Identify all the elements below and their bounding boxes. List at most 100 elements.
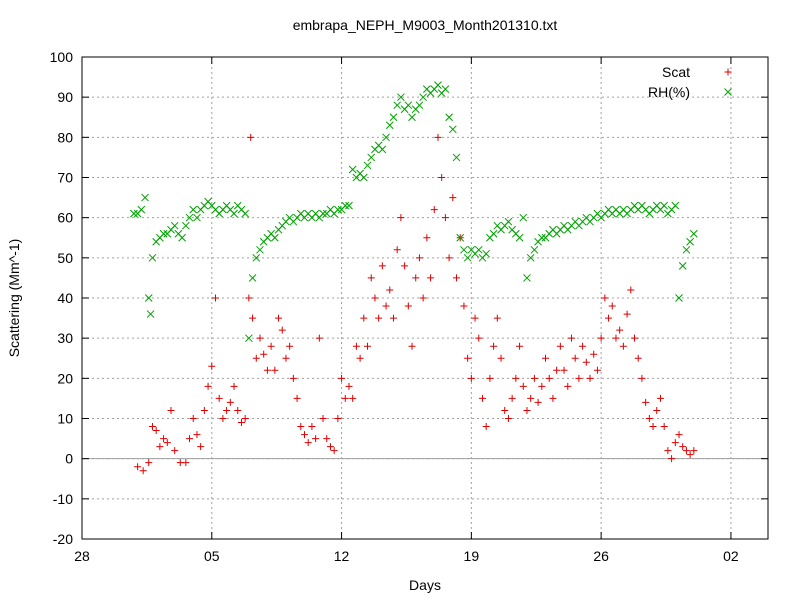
- scat-point: [419, 294, 427, 302]
- chart-title: embrapa_NEPH_M9003_Month201310.txt: [293, 17, 558, 33]
- scat-point: [252, 354, 260, 362]
- rh-point: [682, 245, 691, 254]
- rh-point: [241, 209, 250, 218]
- data-series: [130, 81, 698, 475]
- scat-point: [586, 374, 594, 382]
- scat-point: [315, 334, 323, 342]
- rh-point: [348, 165, 357, 174]
- y-tick-label: 50: [57, 250, 73, 266]
- scat-point: [208, 362, 216, 370]
- scat-point: [408, 342, 416, 350]
- scat-point: [438, 174, 446, 181]
- scat-point: [649, 423, 657, 431]
- scat-point: [223, 406, 231, 414]
- scat-point: [215, 394, 223, 402]
- series-scat: [134, 133, 698, 475]
- scat-point: [186, 435, 194, 443]
- scat-point: [690, 447, 698, 455]
- scat-point: [160, 435, 168, 443]
- rh-point: [678, 262, 687, 270]
- legend: Scat RH(%): [648, 64, 732, 100]
- scat-point: [378, 262, 386, 270]
- scat-point: [542, 354, 550, 362]
- scat-point: [575, 374, 583, 382]
- scat-point: [538, 382, 546, 390]
- rh-point: [419, 93, 427, 102]
- scat-point: [671, 439, 679, 447]
- rh-point: [526, 253, 535, 262]
- scat-point: [326, 443, 334, 451]
- scat-point: [490, 342, 498, 350]
- rh-point: [367, 153, 376, 162]
- scat-point: [367, 274, 375, 282]
- scat-point: [297, 423, 305, 431]
- scat-point: [219, 415, 227, 422]
- scat-point: [415, 254, 423, 262]
- scat-point: [163, 439, 171, 447]
- scat-point: [312, 435, 320, 443]
- scat-point: [545, 374, 553, 382]
- scat-point: [582, 358, 590, 366]
- scat-point: [204, 382, 212, 390]
- scat-point: [638, 374, 646, 382]
- scat-point: [282, 354, 290, 362]
- scat-point: [493, 314, 501, 322]
- scat-point: [668, 455, 676, 463]
- scat-point: [434, 133, 442, 141]
- scat-point: [675, 431, 683, 439]
- scat-point: [597, 334, 605, 342]
- scat-point: [360, 314, 368, 322]
- rh-point: [382, 133, 390, 142]
- rh-point: [144, 294, 153, 302]
- scat-point: [579, 342, 587, 350]
- scat-point: [634, 354, 642, 362]
- rh-point: [137, 205, 146, 214]
- scat-point: [247, 133, 255, 141]
- x-tick-label: 19: [464, 548, 480, 564]
- scat-point: [556, 342, 564, 350]
- scat-point: [616, 326, 624, 334]
- scat-point: [389, 314, 397, 322]
- scat-point: [319, 415, 327, 422]
- scat-point: [549, 394, 557, 402]
- grid: [82, 57, 768, 539]
- rh-point: [256, 245, 264, 254]
- scat-point: [445, 254, 453, 262]
- legend-label: Scat: [662, 64, 690, 80]
- scat-point: [226, 398, 234, 406]
- y-tick-label: -20: [53, 531, 73, 547]
- scat-point: [527, 394, 535, 402]
- scat-point: [612, 334, 620, 342]
- rh-point: [385, 121, 394, 130]
- scat-point: [145, 459, 153, 467]
- y-tick-label: -10: [53, 491, 73, 507]
- y-tick-label: 80: [57, 129, 73, 145]
- scat-point: [182, 459, 190, 467]
- x-tick-label: 12: [334, 548, 350, 564]
- rh-point: [489, 229, 498, 238]
- scat-point: [263, 366, 271, 374]
- rh-point: [434, 81, 442, 89]
- y-tick-label: 40: [57, 290, 73, 306]
- scat-point: [627, 286, 635, 294]
- scat-point: [356, 354, 364, 362]
- scat-point: [375, 314, 383, 322]
- scat-point: [275, 314, 283, 322]
- scat-point: [211, 294, 219, 302]
- scat-point: [441, 214, 449, 222]
- scat-point: [156, 443, 164, 451]
- legend-marker: [724, 68, 732, 76]
- scat-point: [293, 394, 301, 402]
- scat-point: [267, 342, 275, 350]
- scat-point: [642, 398, 650, 406]
- rh-point: [397, 93, 405, 102]
- rh-point: [408, 113, 416, 122]
- scat-point: [501, 406, 509, 414]
- scat-point: [449, 194, 457, 202]
- scat-point: [656, 394, 664, 402]
- scat-point: [475, 334, 483, 342]
- scat-point: [497, 354, 505, 362]
- rh-point: [504, 217, 513, 226]
- scat-point: [471, 314, 479, 322]
